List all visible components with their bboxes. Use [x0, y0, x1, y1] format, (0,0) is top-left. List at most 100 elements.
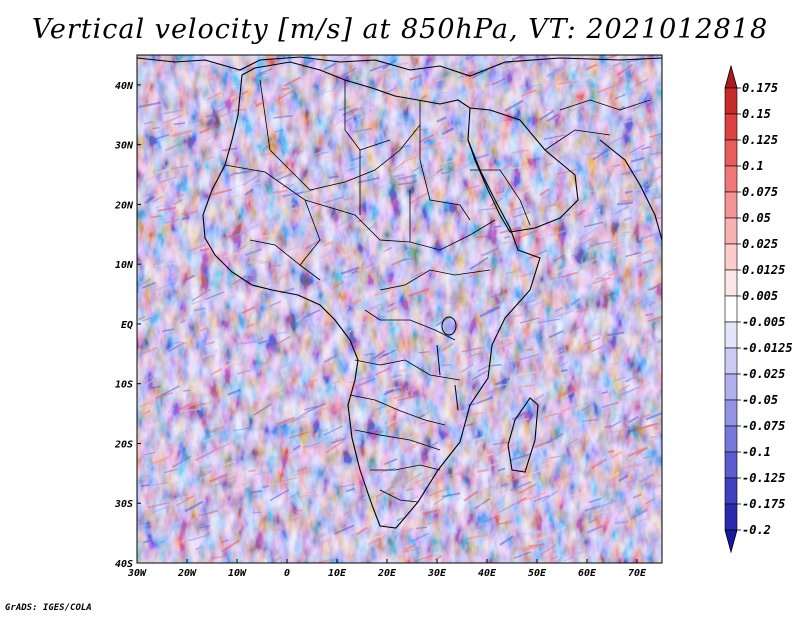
velocity-streak — [244, 188, 254, 196]
velocity-streak — [194, 450, 214, 461]
velocity-streak — [292, 514, 300, 519]
velocity-streak — [205, 355, 214, 358]
velocity-streak — [649, 436, 662, 443]
velocity-streak — [331, 280, 345, 290]
velocity-streak — [588, 516, 600, 524]
velocity-streak — [643, 455, 652, 460]
velocity-streak — [163, 480, 181, 489]
velocity-streak — [645, 185, 659, 191]
velocity-streak — [248, 469, 256, 473]
velocity-streak — [654, 217, 662, 220]
velocity-streak — [179, 408, 201, 413]
velocity-streak — [644, 411, 662, 419]
velocity-streak — [328, 175, 340, 179]
velocity-streak — [440, 91, 450, 95]
velocity-streak — [297, 343, 317, 350]
velocity-streak — [516, 185, 530, 192]
velocity-streak — [200, 525, 211, 529]
velocity-streak — [515, 496, 527, 505]
madagascar-coastline — [507, 397, 539, 473]
velocity-streak — [521, 89, 537, 97]
velocity-streak — [272, 189, 288, 195]
velocity-streak — [150, 385, 161, 390]
velocity-streak — [423, 139, 430, 144]
velocity-streak — [449, 511, 458, 518]
colorbar-swatch — [724, 477, 738, 505]
velocity-streak — [206, 91, 222, 101]
velocity-streak — [650, 282, 662, 291]
velocity-streak — [318, 322, 339, 335]
velocity-streak — [556, 526, 567, 533]
velocity-streak — [356, 526, 368, 536]
velocity-streak — [358, 171, 376, 181]
velocity-streak — [384, 458, 398, 466]
velocity-streak — [222, 307, 233, 313]
velocity-streak — [184, 500, 204, 513]
velocity-streak — [477, 364, 491, 372]
velocity-streak — [626, 478, 638, 484]
velocity-streak — [311, 204, 320, 208]
velocity-streak — [518, 353, 539, 361]
velocity-streak — [644, 498, 656, 505]
velocity-streak — [301, 378, 319, 388]
velocity-streak — [653, 323, 662, 327]
velocity-streak — [386, 306, 398, 314]
velocity-streak — [530, 83, 541, 88]
velocity-streak — [145, 417, 167, 425]
velocity-streak — [203, 436, 215, 442]
velocity-streak — [323, 354, 338, 364]
velocity-streak — [452, 472, 461, 477]
velocity-streak — [181, 216, 190, 221]
velocity-streak — [428, 487, 449, 497]
velocity-streak — [524, 334, 537, 341]
velocity-streak — [473, 153, 490, 161]
velocity-streak — [275, 90, 294, 102]
velocity-streak — [152, 195, 164, 203]
velocity-streak — [200, 58, 209, 63]
velocity-streak — [218, 194, 240, 203]
velocity-streak — [258, 258, 277, 265]
lat-tick-label: 30N — [114, 141, 134, 152]
velocity-streak — [407, 287, 430, 298]
velocity-streak — [450, 496, 463, 503]
velocity-streak — [625, 190, 633, 194]
colorbar-label: -0.175 — [742, 497, 785, 511]
velocity-streak — [289, 431, 299, 436]
velocity-streak — [347, 166, 356, 172]
velocity-streak — [592, 512, 605, 519]
velocity-streak — [500, 482, 509, 488]
velocity-streak — [542, 434, 552, 441]
velocity-streak — [179, 312, 190, 320]
velocity-streak — [348, 340, 360, 349]
velocity-streak — [324, 238, 342, 245]
velocity-streak — [519, 229, 538, 238]
velocity-streak — [594, 112, 601, 116]
velocity-streak — [476, 234, 490, 239]
velocity-streak — [223, 252, 239, 258]
velocity-streak — [374, 535, 382, 539]
velocity-streak — [467, 55, 474, 58]
velocity-streak — [587, 187, 608, 193]
velocity-streak — [586, 151, 602, 156]
velocity-streak — [329, 506, 343, 515]
velocity-streak — [198, 509, 219, 517]
velocity-streak — [223, 483, 244, 495]
velocity-streak — [387, 302, 395, 307]
velocity-streak — [204, 396, 221, 406]
velocity-streak — [364, 352, 376, 356]
colorbar-swatch — [724, 113, 738, 141]
velocity-streak — [401, 543, 416, 554]
velocity-streak — [419, 481, 436, 487]
grads-credit: GrADS: IGES/COLA — [5, 603, 92, 613]
colorbar-label: -0.005 — [742, 315, 785, 329]
lake-malawi — [454, 384, 459, 411]
velocity-streak — [396, 120, 414, 126]
velocity-streak — [409, 192, 429, 204]
velocity-streak — [557, 168, 579, 176]
velocity-streak — [519, 530, 541, 537]
velocity-streak — [441, 127, 453, 136]
velocity-streak — [308, 165, 322, 174]
velocity-streak — [323, 390, 338, 395]
velocity-streak — [638, 122, 649, 128]
velocity-streak — [139, 101, 161, 108]
